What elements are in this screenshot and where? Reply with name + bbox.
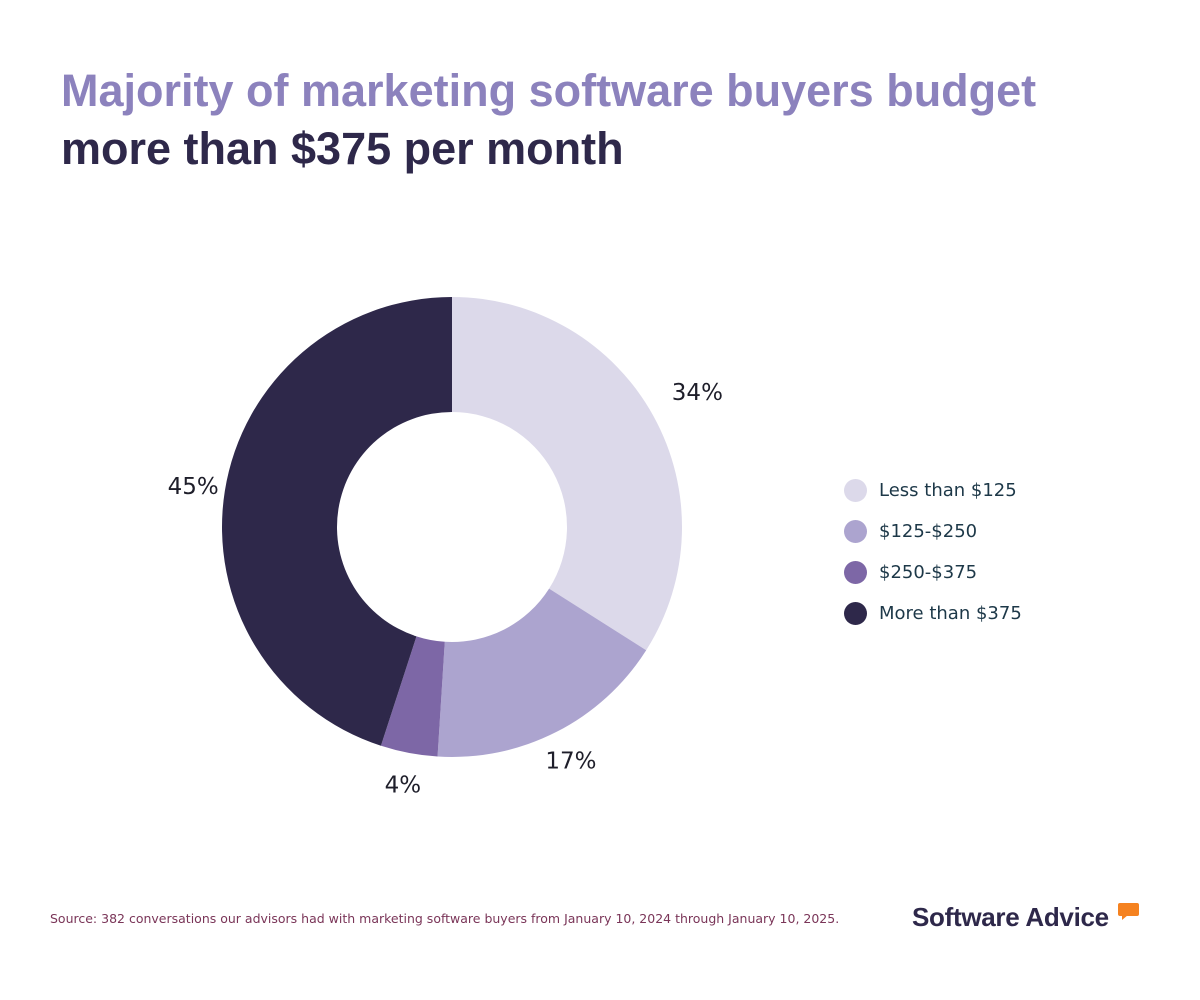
slice-0 xyxy=(452,297,682,651)
title-line-2: more than $375 per month xyxy=(61,123,624,174)
title-line-1: Majority of marketing software buyers bu… xyxy=(61,65,1037,116)
legend-swatch xyxy=(844,602,867,625)
slice-1 xyxy=(437,588,647,757)
legend-label: More than $375 xyxy=(879,603,1022,624)
legend-item: More than $375 xyxy=(844,593,1022,634)
source-note: Source: 382 conversations our advisors h… xyxy=(50,911,840,926)
legend-label: Less than $125 xyxy=(879,480,1017,501)
speech-bubble-icon xyxy=(1118,903,1139,920)
legend-item: Less than $125 xyxy=(844,470,1022,511)
legend-swatch xyxy=(844,561,867,584)
legend-label: $125-$250 xyxy=(879,521,978,542)
legend: Less than $125 $125-$250 $250-$375 More tha… xyxy=(844,470,1022,634)
data-label: 4% xyxy=(385,772,422,798)
legend-label: $250-$375 xyxy=(879,562,978,583)
chart-title: Majority of marketing software buyers bu… xyxy=(61,62,1036,178)
slice-2 xyxy=(380,636,445,757)
data-label: 17% xyxy=(545,748,596,774)
legend-swatch xyxy=(844,479,867,502)
data-label: 45% xyxy=(168,474,219,500)
slice-3 xyxy=(222,296,452,746)
data-label: 34% xyxy=(672,380,723,406)
legend-swatch xyxy=(844,520,867,543)
software-advice-logo: Software Advice xyxy=(912,902,1109,932)
legend-item: $125-$250 xyxy=(844,511,1022,552)
legend-item: $250-$375 xyxy=(844,552,1022,593)
